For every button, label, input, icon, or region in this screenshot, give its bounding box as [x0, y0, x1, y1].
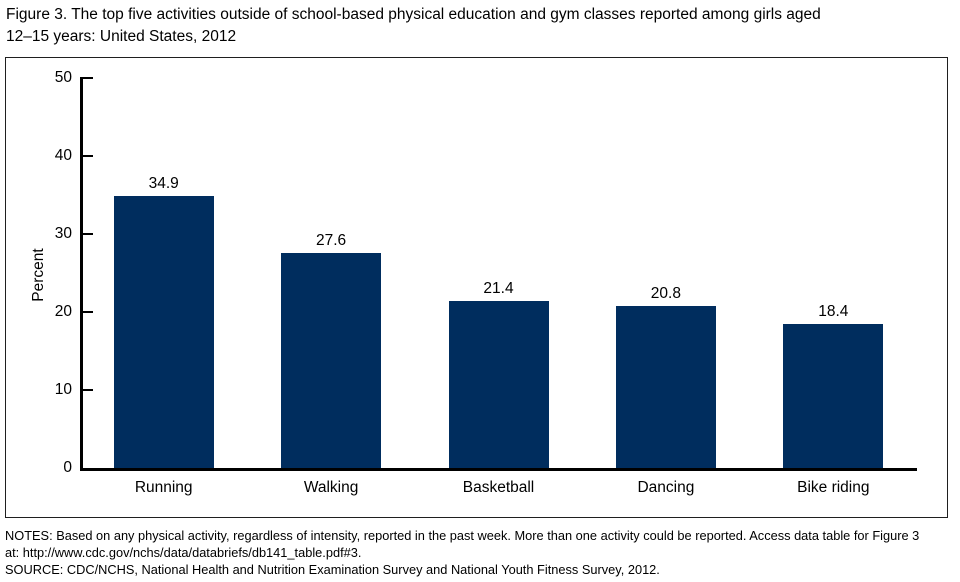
x-axis-label-dancing: Dancing — [637, 479, 695, 496]
bar-value-label-walking: 27.6 — [316, 231, 347, 249]
y-tick-mark — [80, 154, 93, 158]
notes-text-line2: at: http://www.cdc.gov/nchs/data/databri… — [5, 545, 362, 560]
bar-value-label-running: 34.9 — [148, 174, 179, 192]
bar-value-label-dancing: 20.8 — [650, 284, 681, 302]
bar-bike-riding — [783, 324, 884, 468]
bar-walking — [281, 252, 382, 468]
y-tick-label-0: 0 — [63, 459, 72, 476]
y-tick-mark — [80, 388, 93, 392]
bar-basketball — [448, 301, 549, 468]
y-tick-label-30: 30 — [54, 225, 72, 242]
x-axis-label-bike-riding: Bike riding — [797, 479, 870, 496]
figure-title: Figure 3. The top five activities outsid… — [6, 4, 952, 48]
y-tick-label-50: 50 — [54, 69, 72, 86]
notes-text-line1: NOTES: Based on any physical activity, r… — [5, 528, 920, 543]
y-axis-line — [80, 78, 83, 471]
bar-value-label-basketball: 21.4 — [483, 280, 514, 298]
y-tick-label-20: 20 — [54, 303, 72, 320]
x-axis-label-walking: Walking — [303, 479, 359, 496]
y-tick-mark — [80, 76, 93, 80]
bar-value-label-bike-riding: 18.4 — [818, 303, 849, 321]
chart-frame: Percent 0 10 20 30 40 50 34.9 Running 27.6 Walkin… — [5, 57, 948, 518]
y-tick-label-40: 40 — [54, 147, 72, 164]
source-text: SOURCE: CDC/NCHS, National Health and Nu… — [5, 562, 660, 577]
y-tick-label-10: 10 — [54, 381, 72, 398]
y-tick-mark — [80, 310, 93, 314]
x-axis-label-running: Running — [134, 479, 193, 496]
bar-dancing — [615, 305, 716, 468]
figure-notes: NOTES: Based on any physical activity, r… — [5, 527, 955, 578]
figure-title-line2: 12–15 years: United States, 2012 — [6, 28, 237, 45]
x-axis-label-basketball: Basketball — [462, 479, 535, 496]
y-axis-title: Percent — [30, 248, 47, 302]
y-tick-mark — [80, 232, 93, 236]
bar-running — [113, 195, 214, 468]
figure-title-line1: Figure 3. The top five activities outsid… — [6, 6, 821, 23]
x-axis-line — [80, 468, 917, 471]
